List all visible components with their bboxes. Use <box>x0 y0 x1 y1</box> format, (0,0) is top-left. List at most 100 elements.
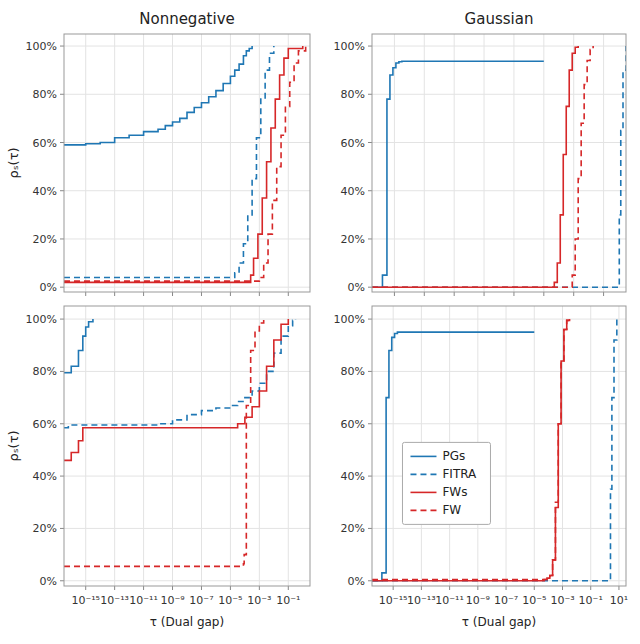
series-line <box>372 46 626 287</box>
y-grid-line <box>64 580 310 581</box>
y-tick-label: 20% <box>33 522 57 535</box>
x-grid-line <box>259 34 260 292</box>
panel: 10⁻¹⁵10⁻¹³10⁻¹¹10⁻⁹10⁻⁷10⁻⁵10⁻³10⁻¹10¹0%… <box>334 306 629 629</box>
y-tick-mark <box>60 423 64 424</box>
series-line <box>64 319 296 428</box>
x-tick-label: 10⁻¹⁵ <box>379 594 408 607</box>
x-grid-line <box>172 306 173 586</box>
x-grid-line <box>201 306 202 586</box>
series-line <box>64 319 93 373</box>
x-grid-line <box>143 306 144 586</box>
x-grid-line <box>513 34 514 292</box>
y-grid-line <box>64 238 310 239</box>
legend-swatch <box>410 456 436 458</box>
y-axis-label: ρₛ(τ) <box>6 430 21 461</box>
y-tick-mark <box>368 580 372 581</box>
x-grid-line <box>85 306 86 586</box>
y-grid-line <box>372 423 626 424</box>
x-tick-mark <box>393 586 394 590</box>
grid <box>372 34 626 292</box>
y-tick-mark <box>368 319 372 320</box>
x-tick-mark <box>424 292 425 296</box>
x-tick-label: 10⁻⁵ <box>218 594 242 607</box>
y-tick-label: 0% <box>348 575 365 588</box>
x-grid-line <box>114 34 115 292</box>
x-tick-mark <box>590 586 591 590</box>
x-tick-mark <box>288 586 289 590</box>
series-group <box>372 319 617 581</box>
y-tick-label: 0% <box>348 281 365 294</box>
series-line <box>372 319 617 581</box>
x-grid-line <box>394 34 395 292</box>
y-grid-line <box>64 476 310 477</box>
x-grid-line <box>259 306 260 586</box>
y-grid-line <box>372 190 626 191</box>
y-tick-label: 60% <box>33 418 57 431</box>
series-group <box>372 46 626 287</box>
series-line <box>64 46 303 282</box>
y-grid-line <box>372 371 626 372</box>
x-axis-label: τ (Dual gap) <box>150 615 224 629</box>
x-grid-line <box>230 306 231 586</box>
chart-figure: 0%20%40%60%80%100%Nonnegativeρₛ(τ)0%20%4… <box>0 0 640 644</box>
x-tick-label: 10⁻¹⁵ <box>71 594 100 607</box>
x-tick-label: 10⁻⁷ <box>494 594 518 607</box>
x-tick-label: 10⁻⁹ <box>466 594 490 607</box>
plot-frame <box>372 34 626 292</box>
y-tick-label: 80% <box>33 88 57 101</box>
panel: 0%20%40%60%80%100%Nonnegativeρₛ(τ) <box>6 10 310 296</box>
y-tick-label: 80% <box>33 365 57 378</box>
x-grid-line <box>484 34 485 292</box>
series-group <box>64 319 296 566</box>
x-tick-mark <box>114 292 115 296</box>
x-tick-mark <box>114 586 115 590</box>
y-tick-mark <box>60 238 64 239</box>
y-tick-mark <box>368 371 372 372</box>
x-tick-mark <box>449 586 450 590</box>
panel-title: Gaussian <box>465 10 534 28</box>
x-grid-line <box>288 306 289 586</box>
panel: 10⁻¹⁵10⁻¹³10⁻¹¹10⁻⁹10⁻⁷10⁻⁵10⁻³10⁻¹0%20%… <box>6 306 310 629</box>
y-tick-label: 100% <box>26 40 57 53</box>
series-line <box>372 319 570 581</box>
x-tick-mark <box>143 586 144 590</box>
x-grid-line <box>424 34 425 292</box>
series-line <box>372 61 544 287</box>
x-tick-mark <box>201 292 202 296</box>
x-tick-mark <box>477 586 478 590</box>
x-grid-line <box>172 34 173 292</box>
plot-frame <box>64 34 310 292</box>
x-tick-mark <box>230 292 231 296</box>
x-tick-mark <box>513 292 514 296</box>
y-grid-line <box>64 94 310 95</box>
x-axis-label: τ (Dual gap) <box>462 615 536 629</box>
x-tick-mark <box>618 586 619 590</box>
y-tick-label: 100% <box>26 313 57 326</box>
x-tick-mark <box>230 586 231 590</box>
x-tick-mark <box>506 586 507 590</box>
y-tick-label: 20% <box>341 522 365 535</box>
x-tick-mark <box>172 586 173 590</box>
x-tick-mark <box>172 292 173 296</box>
x-tick-mark <box>421 586 422 590</box>
x-tick-label: 10⁻¹ <box>276 594 300 607</box>
x-tick-mark <box>288 292 289 296</box>
y-grid-line <box>64 528 310 529</box>
x-tick-mark <box>259 586 260 590</box>
y-tick-label: 0% <box>40 575 57 588</box>
y-tick-label: 60% <box>33 137 57 150</box>
y-tick-mark <box>60 190 64 191</box>
legend-swatch <box>410 474 436 476</box>
x-tick-mark <box>394 292 395 296</box>
series-line <box>64 46 252 145</box>
x-grid-line <box>85 34 86 292</box>
y-axis-label: ρₛ(τ) <box>6 147 21 178</box>
series-line <box>372 319 570 579</box>
plot-frame <box>372 306 626 586</box>
x-grid-line <box>230 34 231 292</box>
x-tick-mark <box>201 586 202 590</box>
x-tick-mark <box>534 586 535 590</box>
legend-label: FWs <box>442 485 467 499</box>
y-tick-mark <box>368 190 372 191</box>
y-grid-line <box>64 190 310 191</box>
